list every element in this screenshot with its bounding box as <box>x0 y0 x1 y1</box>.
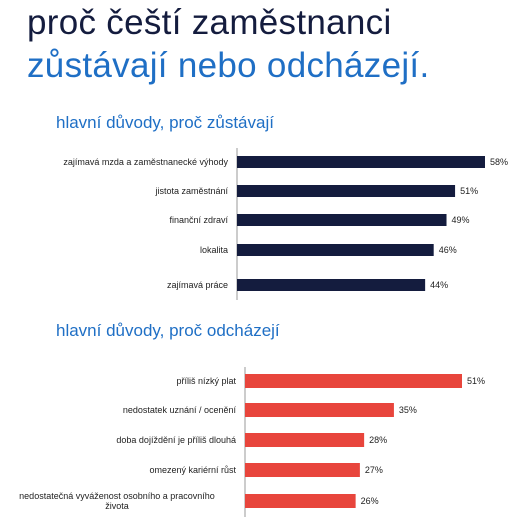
stay-category-label-1: zajímavá mzda a zaměstnanecké výhody <box>63 157 228 167</box>
stay-value-label-3: 49% <box>452 215 470 225</box>
stay-category-label-2-line-1: jistota zaměstnání <box>154 186 228 196</box>
leave-category-label-1: příliš nízký plat <box>176 376 236 386</box>
stay-reasons-heading: hlavní důvody, proč zůstávají <box>56 113 274 132</box>
leave-bar-2 <box>245 403 394 417</box>
leave-bar-1 <box>245 374 462 388</box>
leave-bar-3 <box>245 433 365 447</box>
leave-category-label-4: omezený kariérní růst <box>149 465 236 475</box>
leave-category-label-3-line-1: doba dojíždění je příliš dlouhá <box>116 435 236 445</box>
leave-category-label-4-line-1: omezený kariérní růst <box>149 465 236 475</box>
stay-bar-2 <box>237 185 456 197</box>
stay-bar-5 <box>237 279 426 291</box>
stay-category-label-4: lokalita <box>200 245 228 255</box>
leave-value-label-5: 26% <box>361 496 379 506</box>
stay-category-label-5: zajímavá práce <box>167 280 228 290</box>
leave-category-label-5-line-2: života <box>105 501 129 511</box>
leave-bar-4 <box>245 463 360 477</box>
leave-value-label-4: 27% <box>365 465 383 475</box>
stay-reasons-chart: zajímavá mzda a zaměstnanecké výhody 58% j… <box>63 148 508 300</box>
leave-value-label-2: 35% <box>399 405 417 415</box>
leave-value-label-1: 51% <box>467 376 485 386</box>
leave-category-label-3: doba dojíždění je příliš dlouhá <box>116 435 236 445</box>
leave-category-label-1-line-1: příliš nízký plat <box>176 376 236 386</box>
leave-category-label-5: nedostatečná vyváženost osobního a praco… <box>19 491 215 511</box>
stay-bar-4 <box>237 244 434 256</box>
leave-value-label-3: 28% <box>369 435 387 445</box>
stay-value-label-1: 58% <box>490 157 508 167</box>
leave-reasons-chart: příliš nízký plat 51% nedostatek uznání / … <box>19 367 485 517</box>
stay-category-label-1-line-1: zajímavá mzda a zaměstnanecké výhody <box>63 157 228 167</box>
stay-value-label-4: 46% <box>439 245 457 255</box>
stay-value-label-2: 51% <box>460 186 478 196</box>
leave-category-label-2-line-1: nedostatek uznání / ocenění <box>123 405 237 415</box>
page-title-line-1: proč čeští zaměstnanci <box>27 3 392 42</box>
page-title-line-2: zůstávají nebo odcházejí. <box>27 46 430 85</box>
stay-bar-1 <box>237 156 485 168</box>
stay-category-label-4-line-1: lokalita <box>200 245 228 255</box>
leave-category-label-5-line-1: nedostatečná vyváženost osobního a praco… <box>19 491 215 501</box>
stay-category-label-3-line-1: finanční zdraví <box>169 215 228 225</box>
stay-category-label-5-line-1: zajímavá práce <box>167 280 228 290</box>
stay-bar-3 <box>237 214 447 226</box>
stay-value-label-5: 44% <box>430 280 448 290</box>
leave-bar-5 <box>245 494 356 508</box>
leave-reasons-heading: hlavní důvody, proč odcházejí <box>56 321 280 340</box>
leave-category-label-2: nedostatek uznání / ocenění <box>123 405 237 415</box>
stay-category-label-3: finanční zdraví <box>169 215 228 225</box>
stay-category-label-2: jistota zaměstnání <box>154 186 228 196</box>
